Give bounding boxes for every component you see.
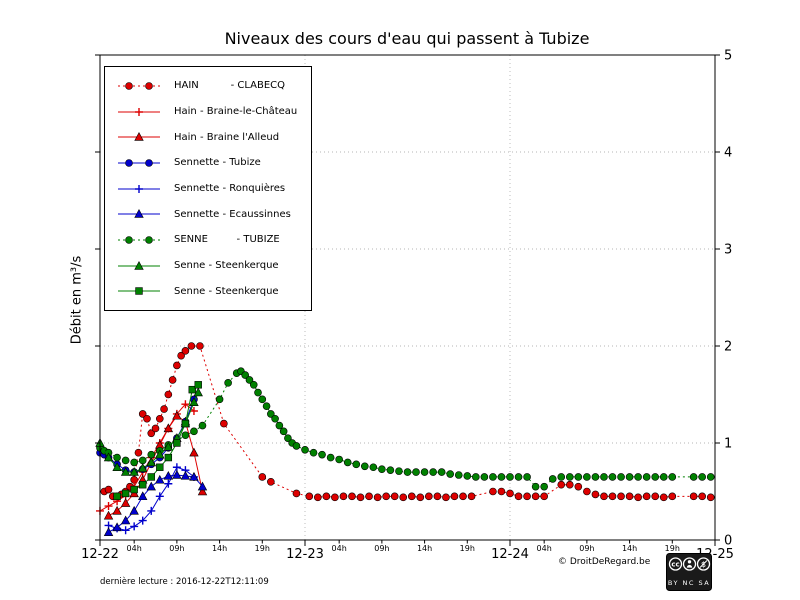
legend-label: Hain - Braine-le-Château bbox=[174, 106, 298, 118]
legend-label: Sennette - Ecaussinnes bbox=[174, 208, 291, 220]
x-tick-label-minor: 04h bbox=[537, 544, 552, 553]
footer-info: dernière lecture : 2016-12-22T12:11:09 d… bbox=[100, 556, 269, 600]
y-tick-label: 2 bbox=[724, 340, 732, 355]
x-tick-label-major: 12-22 bbox=[81, 547, 119, 562]
legend-item-hain-braine-le-chateau: Hain - Braine-le-Château bbox=[105, 99, 311, 125]
legend-marker-triangle-icon bbox=[118, 260, 160, 270]
legend-marker-circle-icon bbox=[118, 236, 160, 244]
by-person-icon bbox=[682, 557, 697, 571]
x-tick-label-minor: 19h bbox=[460, 544, 475, 553]
legend-label: Senne - Steenkerque bbox=[174, 285, 279, 297]
last-reading-text: dernière lecture : 2016-12-22T12:11:09 bbox=[100, 577, 269, 587]
y-tick-label: 5 bbox=[724, 49, 732, 64]
x-tick-label-major: 12-24 bbox=[491, 547, 529, 562]
svg-text:cc: cc bbox=[671, 561, 679, 569]
legend-item-hain-braine-l-alleud: Hain - Braine l'Alleud bbox=[105, 124, 311, 150]
nc-dollar-icon bbox=[696, 557, 711, 571]
legend-label: SENNE - TUBIZE bbox=[174, 234, 280, 246]
series-sennette-ecaussinnes bbox=[103, 469, 208, 536]
page-title: Niveaux des cours d'eau qui passent à Tu… bbox=[224, 29, 590, 48]
x-tick-label-minor: 14h bbox=[622, 544, 637, 553]
legend: HAIN - CLABECQ Hain - Braine-le-Château Ha… bbox=[104, 66, 312, 312]
legend-marker-circle-icon bbox=[118, 82, 160, 90]
legend-label: Sennette - Tubize bbox=[174, 157, 261, 169]
x-tick-label-minor: 19h bbox=[665, 544, 680, 553]
legend-item-senne-tubize: SENNE - TUBIZE bbox=[105, 227, 311, 253]
legend-label: HAIN - CLABECQ bbox=[174, 80, 286, 92]
legend-item-sennette-ecaussinnes: Sennette - Ecaussinnes bbox=[105, 201, 311, 227]
x-tick-label-minor: 04h bbox=[127, 544, 142, 553]
legend-marker-square-icon bbox=[118, 287, 160, 296]
x-tick-label-minor: 09h bbox=[169, 544, 184, 553]
legend-item-hain-clabecq: HAIN - CLABECQ bbox=[105, 73, 311, 99]
legend-marker-circle-icon bbox=[118, 159, 160, 167]
y-tick-label: 4 bbox=[724, 146, 732, 161]
x-tick-label-minor: 04h bbox=[332, 544, 347, 553]
x-tick-label-major: 12-23 bbox=[286, 547, 324, 562]
cc-license-badge[interactable]: cc $ BY NC SA bbox=[666, 553, 712, 595]
cc-license-icon: cc $ BY NC SA bbox=[666, 553, 712, 591]
y-tick-label: 1 bbox=[724, 437, 732, 452]
legend-marker-triangle-icon bbox=[118, 132, 160, 141]
x-tick-label-minor: 09h bbox=[374, 544, 389, 553]
x-tick-label-minor: 14h bbox=[212, 544, 227, 553]
legend-item-sennette-tubize: Sennette - Tubize bbox=[105, 150, 311, 176]
legend-item-senne-steenkerque-1: Senne - Steenkerque bbox=[105, 253, 311, 279]
legend-label: Sennette - Ronquières bbox=[174, 183, 286, 195]
legend-item-senne-steenkerque-2: Senne - Steenkerque bbox=[105, 279, 311, 305]
cc-logo-icon bbox=[668, 557, 683, 571]
legend-marker-plus-icon bbox=[118, 184, 160, 193]
plot-frame bbox=[99, 54, 716, 541]
legend-item-sennette-ronquieres: Sennette - Ronquières bbox=[105, 176, 311, 202]
x-tick-label-minor: 14h bbox=[417, 544, 432, 553]
legend-marker-plus-icon bbox=[118, 107, 160, 116]
series-senne-steenkerque-2 bbox=[113, 381, 202, 501]
x-tick-label-minor: 09h bbox=[579, 544, 594, 553]
legend-label: Hain - Braine l'Alleud bbox=[174, 131, 280, 143]
x-tick-label-minor: 19h bbox=[255, 544, 270, 553]
copyright-text: © DroitDeRegard.be bbox=[558, 557, 651, 567]
legend-label: Senne - Steenkerque bbox=[174, 260, 279, 272]
series-sennette-ronquieres bbox=[104, 463, 198, 535]
license-abbrev-text: BY NC SA bbox=[668, 579, 710, 587]
y-tick-label: 3 bbox=[724, 243, 732, 258]
legend-marker-triangle-icon bbox=[118, 209, 160, 218]
y-axis-label: Débit en m³/s bbox=[69, 255, 85, 345]
y-tick-label: 0 bbox=[724, 534, 732, 549]
